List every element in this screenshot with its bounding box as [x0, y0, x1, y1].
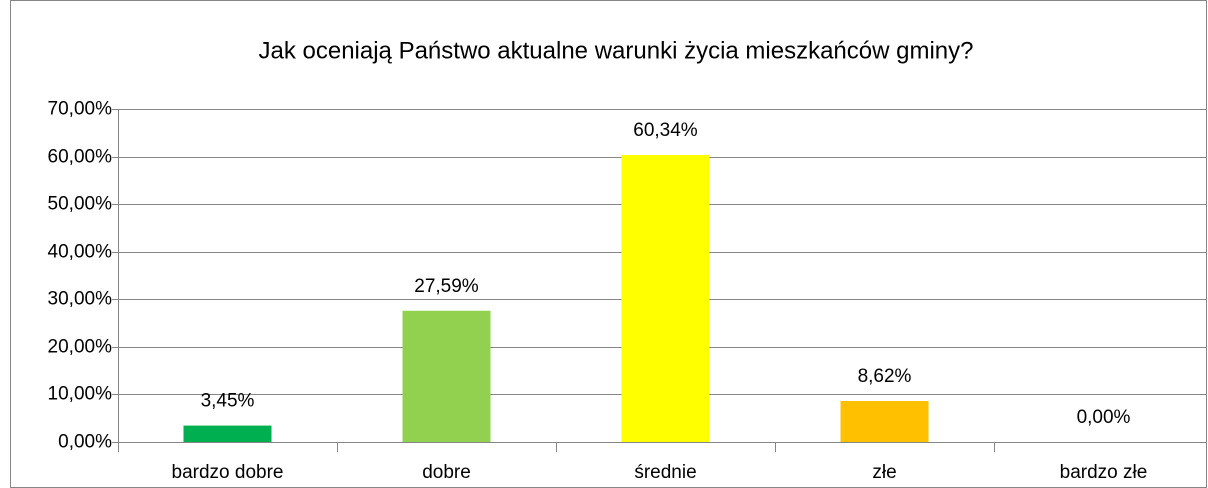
value-label: 27,59%	[414, 276, 479, 297]
chart-title: Jak oceniają Państwo aktualne warunki ży…	[258, 37, 973, 64]
x-tick-label: złe	[872, 462, 896, 483]
value-label: 3,45%	[201, 391, 255, 412]
bar	[402, 310, 491, 442]
bar	[183, 425, 272, 442]
value-label: 60,34%	[633, 120, 698, 141]
y-tick-label: 70,00%	[48, 99, 113, 120]
y-tick-label: 50,00%	[48, 194, 113, 215]
bar	[840, 400, 929, 442]
y-tick-label: 30,00%	[48, 289, 113, 310]
y-tick-label: 60,00%	[48, 147, 113, 168]
bar	[621, 154, 710, 443]
y-tick-label: 0,00%	[58, 432, 112, 453]
x-tick-label: bardzo złe	[1060, 462, 1148, 483]
y-tick-label: 10,00%	[48, 384, 113, 405]
x-tick-label: średnie	[634, 462, 696, 483]
y-tick-label: 20,00%	[48, 337, 113, 358]
chart-frame	[10, 0, 1207, 488]
value-label: 8,62%	[858, 366, 912, 387]
value-label: 0,00%	[1077, 407, 1131, 428]
x-tick-label: dobre	[422, 462, 471, 483]
y-tick-label: 40,00%	[48, 242, 113, 263]
x-tick-label: bardzo dobre	[172, 462, 284, 483]
